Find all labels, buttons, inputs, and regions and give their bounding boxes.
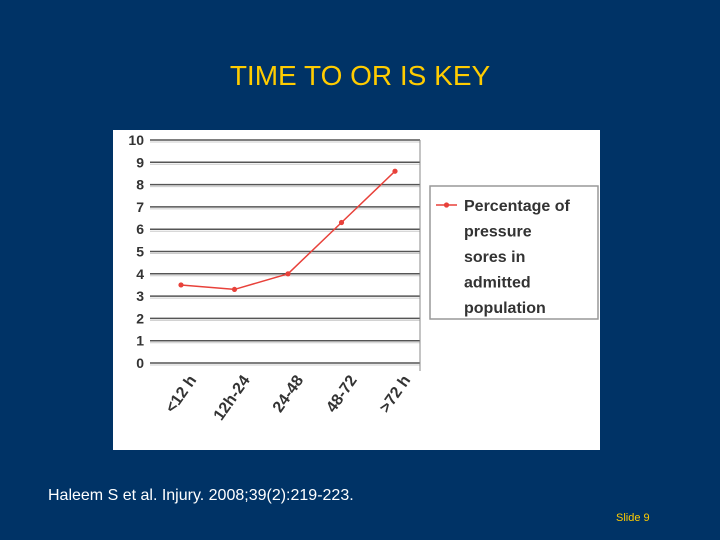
legend-label-line: sores in	[464, 249, 525, 266]
citation: Haleem S et al. Injury. 2008;39(2):219-2…	[48, 487, 354, 504]
legend-box	[429, 185, 599, 320]
data-point	[285, 271, 291, 277]
data-point	[392, 168, 398, 174]
y-axis-ticks: 0 1 2 3 4 5 6 7 8 9 10	[128, 132, 144, 371]
x-tick-label: 48-72	[323, 372, 360, 415]
y-tick-label: 8	[136, 177, 144, 193]
data-point	[338, 219, 345, 226]
legend-label-line: population	[464, 300, 546, 317]
y-tick-label: 10	[128, 132, 144, 148]
legend: Percentage of pressure sores in admitted pop…	[429, 185, 599, 320]
y-tick-label: 6	[136, 221, 144, 237]
y-tick-label: 7	[136, 199, 144, 215]
x-tick-label: 12h-24	[211, 372, 254, 423]
y-tick-label: 5	[136, 244, 144, 260]
slide-number: Slide 9	[616, 512, 650, 524]
legend-swatch-marker	[443, 202, 450, 208]
legend-label-line: admitted	[464, 275, 531, 292]
x-tick-label: 24-48	[270, 372, 307, 415]
grid-lines	[150, 139, 421, 371]
data-point	[178, 282, 184, 288]
data-point	[231, 286, 238, 293]
legend-label-line: Percentage of	[464, 198, 570, 215]
x-tick-label: >72 h	[377, 373, 415, 417]
x-axis-ticks: <12 h 12h-24 24-48 48-72 >72 h	[163, 372, 415, 423]
y-tick-label: 2	[136, 310, 144, 326]
x-tick-label: <12 h	[163, 373, 201, 417]
y-tick-label: 4	[136, 266, 144, 282]
y-tick-label: 9	[136, 154, 144, 170]
line-chart: 0 1 2 3 4 5 6 7 8 9 10 <12 h 12h-24 24-48 48-72 >72 h …	[113, 130, 600, 450]
slide-title: TIME TO OR IS KEY	[229, 60, 491, 91]
y-tick-label: 1	[136, 333, 144, 349]
y-tick-label: 0	[136, 355, 144, 371]
series-layer	[178, 168, 398, 293]
legend-label-line: pressure	[464, 224, 532, 241]
y-tick-label: 3	[136, 288, 144, 304]
